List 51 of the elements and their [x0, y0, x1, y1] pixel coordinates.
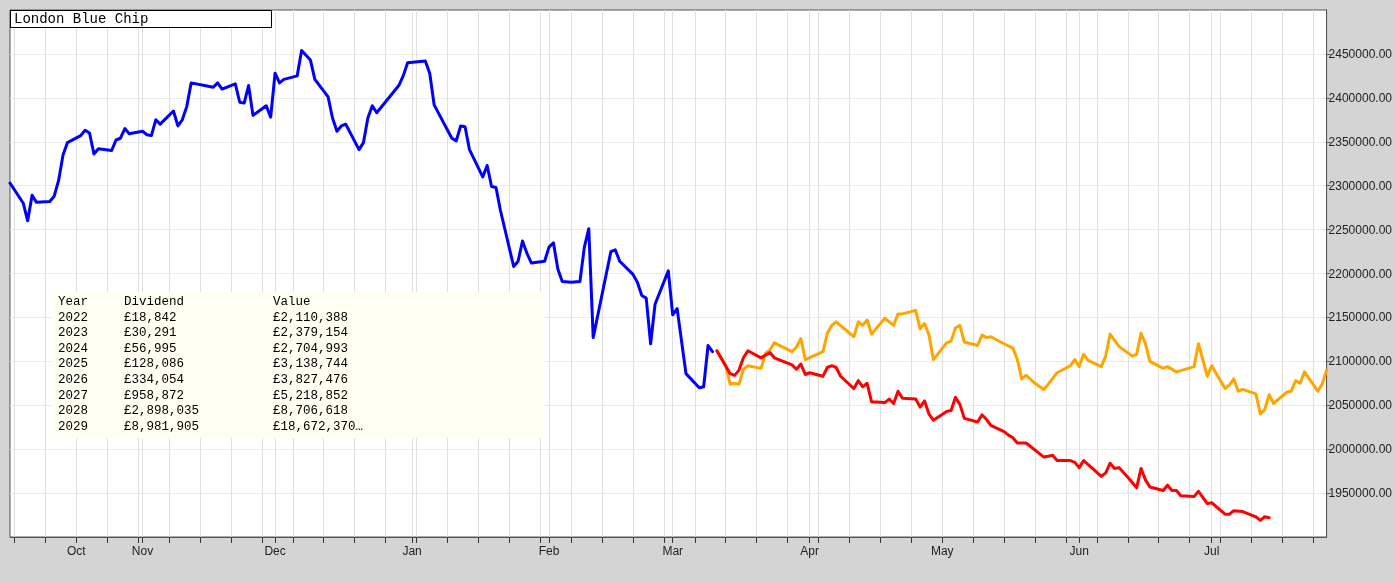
x-tick-label: Jul: [1204, 544, 1220, 558]
x-tick-label: Dec: [264, 544, 286, 558]
annotation: Value: [273, 295, 312, 311]
x-tick-label: Feb: [538, 544, 560, 558]
annotation: £2,704,993: [273, 341, 349, 358]
annotation: 2023: [58, 326, 89, 342]
annotation: £128,086: [124, 357, 185, 373]
x-tick-label: May: [930, 544, 954, 558]
annotation: £5,218,852: [273, 388, 349, 405]
line-series: [715, 349, 1271, 522]
annotation: £3,827,476: [273, 372, 349, 389]
x-tick-label: Oct: [66, 544, 87, 558]
annotation: £30,291: [124, 326, 178, 342]
y-tick-label: 2100000.00: [1328, 354, 1393, 369]
y-tick-label: 1950000.00: [1328, 486, 1393, 501]
annotation: £3,138,744: [273, 357, 349, 373]
x-tick-label: Apr: [800, 544, 820, 558]
annotation: £958,872: [124, 388, 185, 405]
annotation: £8,706,618: [273, 404, 349, 420]
annotation: £2,110,388: [273, 310, 349, 327]
annotation: £8,981,905: [124, 419, 200, 436]
line-series: [8, 48, 714, 390]
annotation: 2027: [58, 388, 89, 405]
y-tick-label: 2250000.00: [1328, 222, 1393, 237]
chart-title: London Blue Chip: [14, 11, 149, 27]
y-tick-label: 2350000.00: [1328, 134, 1393, 149]
annotation: 2028: [58, 404, 89, 420]
x-tick-label: Mar: [662, 544, 684, 558]
annotation: 2026: [58, 372, 89, 389]
annotation: £56,995: [124, 341, 178, 358]
annotation: £334,054: [124, 372, 185, 389]
annotation: £18,672,370…: [273, 419, 364, 436]
y-tick-label: 2150000.00: [1328, 310, 1393, 325]
x-tick-label: Nov: [131, 544, 154, 558]
annotation: £2,898,035: [124, 404, 200, 420]
x-tick-label: Jun: [1069, 544, 1089, 558]
annotation: £2,379,154: [273, 326, 349, 342]
x-tick-label: Jan: [402, 544, 422, 558]
annotation: 2024: [58, 341, 89, 358]
annotation: Year: [58, 295, 89, 311]
y-tick-label: 2000000.00: [1328, 442, 1393, 457]
annotation: 2022: [58, 310, 89, 327]
y-tick-label: 2050000.00: [1328, 398, 1393, 413]
annotation: Dividend: [124, 295, 185, 311]
y-tick-label: 2400000.00: [1328, 90, 1393, 105]
y-tick-label: 2300000.00: [1328, 178, 1393, 193]
annotation: 2029: [58, 419, 89, 436]
annotation: 2025: [58, 357, 89, 373]
annotation: £18,842: [124, 310, 178, 327]
y-tick-label: 2200000.00: [1328, 266, 1393, 281]
y-tick-label: 2450000.00: [1328, 46, 1393, 61]
